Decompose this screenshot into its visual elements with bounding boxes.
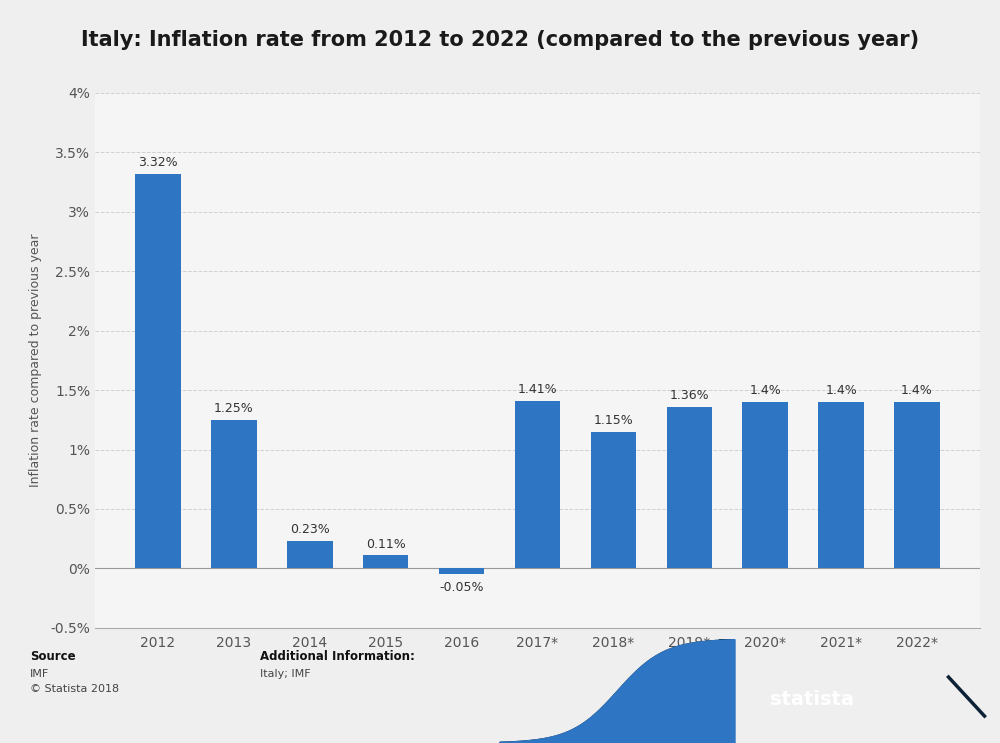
Polygon shape — [500, 639, 735, 743]
Text: 1.36%: 1.36% — [669, 389, 709, 402]
Bar — [742, 402, 788, 568]
Bar — [135, 174, 181, 568]
Text: Italy: Inflation rate from 2012 to 2022 (compared to the previous year): Italy: Inflation rate from 2012 to 2022 … — [81, 30, 919, 50]
Bar — [818, 402, 864, 568]
Bar — [287, 541, 333, 568]
Bar — [363, 555, 408, 568]
Text: 0.23%: 0.23% — [290, 523, 330, 536]
Bar — [439, 568, 484, 574]
Bar — [211, 420, 257, 568]
Text: 0.11%: 0.11% — [366, 538, 406, 551]
Text: 1.4%: 1.4% — [901, 384, 933, 398]
Text: statista: statista — [770, 690, 854, 709]
Text: 1.4%: 1.4% — [749, 384, 781, 398]
Text: Source: Source — [30, 650, 76, 663]
Bar — [515, 400, 560, 568]
Text: IMF
© Statista 2018: IMF © Statista 2018 — [30, 669, 119, 693]
Text: 1.41%: 1.41% — [518, 383, 557, 396]
Text: Additional Information:: Additional Information: — [260, 650, 415, 663]
Text: -0.05%: -0.05% — [439, 582, 484, 594]
Text: 1.4%: 1.4% — [825, 384, 857, 398]
Y-axis label: Inflation rate compared to previous year: Inflation rate compared to previous year — [29, 233, 42, 487]
Text: 1.25%: 1.25% — [214, 402, 254, 415]
Bar — [591, 432, 636, 568]
Polygon shape — [500, 640, 735, 743]
Bar — [894, 402, 940, 568]
Text: 1.15%: 1.15% — [594, 414, 633, 427]
Text: 3.32%: 3.32% — [138, 156, 178, 169]
Bar — [667, 406, 712, 568]
Text: Italy; IMF: Italy; IMF — [260, 669, 311, 678]
